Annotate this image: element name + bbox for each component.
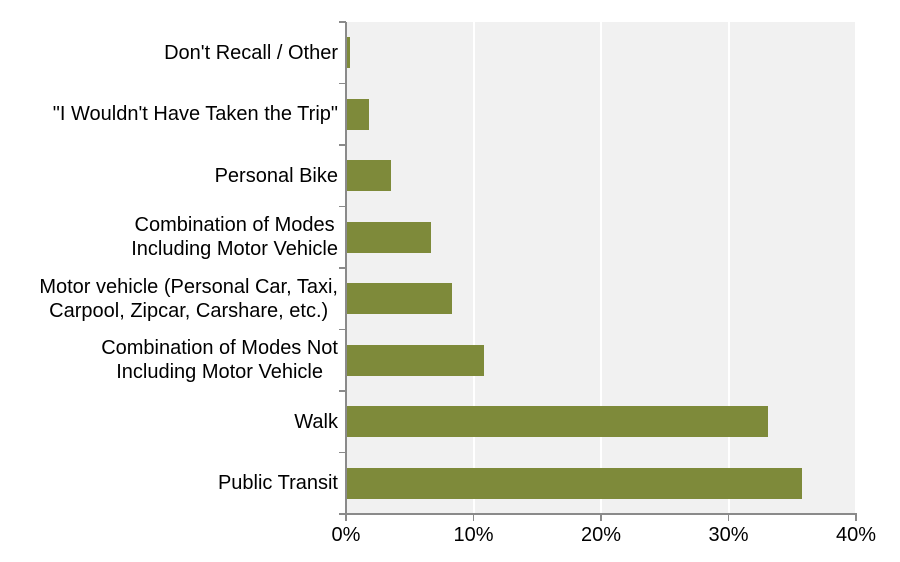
- y-axis-tick-3: [339, 205, 346, 208]
- bar-0: [346, 37, 350, 69]
- x-axis-tick-0: [345, 514, 347, 521]
- x-axis-tick-30: [727, 514, 730, 521]
- y-axis-tick-5: [339, 328, 346, 331]
- x-tick-label-40: 40%: [835, 524, 877, 546]
- x-tick-label-30: 30%: [708, 524, 749, 546]
- gridline-30: [727, 22, 730, 514]
- y-axis-tick-1: [339, 82, 346, 85]
- bar-2: [346, 160, 391, 192]
- category-label-2: Personal Bike: [214, 164, 338, 187]
- bar-4: [346, 283, 452, 315]
- x-axis-tick-40: [855, 514, 857, 521]
- y-axis-tick-2: [339, 144, 346, 146]
- x-axis-tick-10: [472, 514, 475, 521]
- category-label-1: "I Wouldn't Have Taken the Trip": [52, 103, 338, 126]
- y-axis-tick-0: [339, 21, 346, 23]
- gridline-10: [472, 22, 475, 514]
- y-axis-tick-7: [339, 451, 346, 454]
- bar-7: [346, 467, 803, 499]
- bar-3: [346, 221, 432, 253]
- x-axis-tick-20: [600, 514, 602, 521]
- y-axis-line: [345, 22, 347, 514]
- bar-1: [346, 98, 369, 130]
- category-label-5: Combination of Modes Not Including Motor…: [101, 337, 338, 384]
- category-label-3: Combination of Modes Including Motor Veh…: [131, 214, 338, 261]
- x-tick-label-20: 20%: [580, 524, 622, 546]
- y-axis-tick-8: [339, 513, 346, 515]
- x-tick-label-0: 0%: [331, 524, 361, 546]
- category-label-0: Don't Recall / Other: [164, 41, 338, 64]
- gridline-20: [600, 22, 602, 514]
- category-label-6: Walk: [294, 410, 338, 433]
- category-label-7: Public Transit: [217, 472, 338, 495]
- y-axis-tick-4: [339, 267, 346, 269]
- category-label-4: Motor vehicle (Personal Car, Taxi, Carpo…: [39, 275, 338, 322]
- gridline-40: [855, 22, 857, 514]
- x-tick-label-10: 10%: [453, 524, 494, 546]
- y-axis-tick-6: [339, 390, 346, 392]
- bar-5: [346, 344, 484, 376]
- bar-6: [346, 406, 769, 438]
